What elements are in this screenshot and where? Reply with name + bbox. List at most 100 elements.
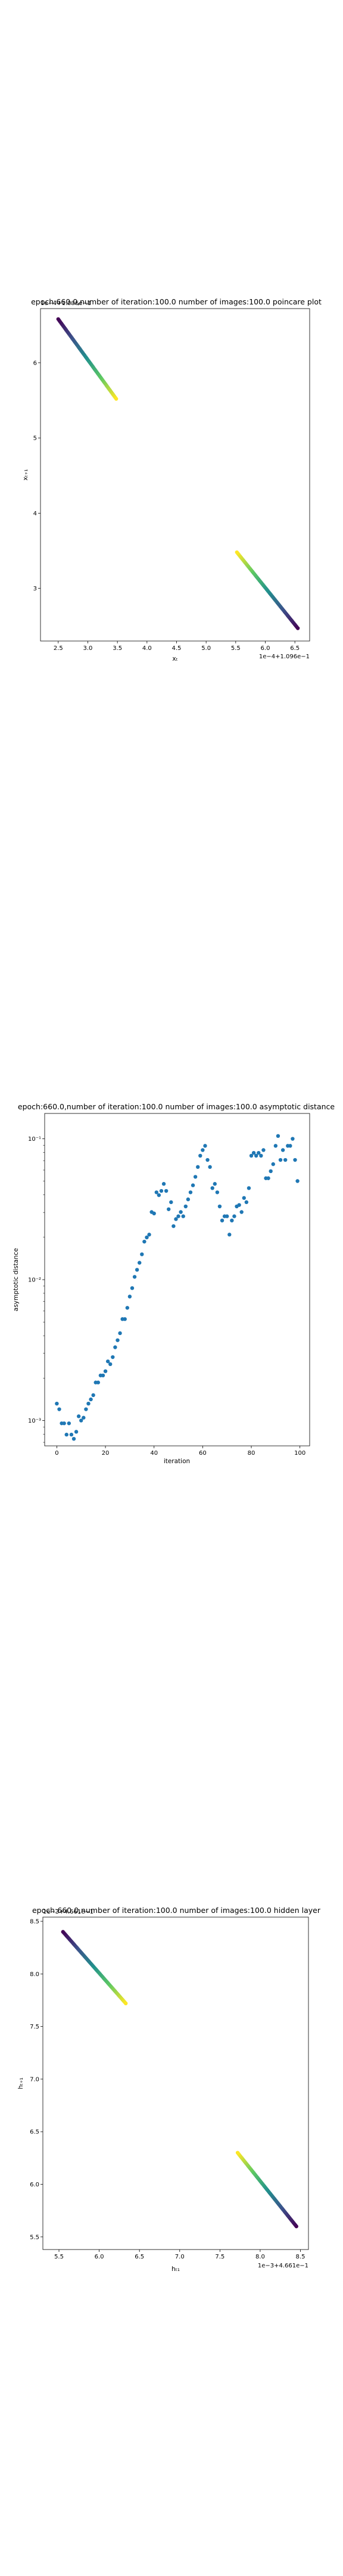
data-point xyxy=(176,1214,180,1218)
x-axis-label: hₜ₁ xyxy=(172,2266,180,2273)
data-point xyxy=(152,1211,156,1216)
data-point xyxy=(69,1432,74,1437)
data-point xyxy=(132,1275,137,1279)
data-point xyxy=(239,1210,244,1214)
x-tick-label: 100 xyxy=(294,1450,305,1457)
data-point xyxy=(288,1144,292,1148)
data-point xyxy=(135,1268,139,1272)
data-point xyxy=(157,1193,161,1197)
data-point xyxy=(220,1218,224,1222)
data-point xyxy=(105,1359,110,1364)
y-axis-label: asymptotic distance xyxy=(13,1248,20,1311)
plot-frame xyxy=(42,1917,309,2250)
x-tick-label: 8.5 xyxy=(296,2254,305,2260)
data-point xyxy=(74,1430,79,1434)
x-tick-label: 8.0 xyxy=(255,2254,265,2260)
data-point xyxy=(244,1200,249,1205)
data-point xyxy=(130,1286,135,1290)
x-axis-label: xₜ xyxy=(172,655,177,662)
data-point xyxy=(269,1169,273,1174)
plot-frame xyxy=(40,308,310,642)
data-point xyxy=(167,1207,171,1211)
data-point xyxy=(230,1218,234,1222)
data-point xyxy=(205,1158,210,1162)
data-point xyxy=(196,1165,200,1169)
data-point xyxy=(179,1210,183,1214)
x-tick-label: 7.5 xyxy=(215,2254,224,2260)
data-point xyxy=(186,1197,191,1202)
x-tick-label: 5.0 xyxy=(201,645,211,652)
x-offset-text: 1e−3+4.661e−1 xyxy=(258,2263,308,2269)
data-point xyxy=(91,1393,95,1398)
axis-ticks: 5.5 6.0 6.5 7.0 7.5 8.0 8.5 5.5 6.0 6.5 7.0 7.5 8.0 8… xyxy=(30,1919,305,2260)
x-tick-label: 4.5 xyxy=(172,645,182,652)
x-tick-label: 80 xyxy=(248,1450,255,1457)
data-point xyxy=(101,1373,105,1377)
data-point xyxy=(247,1186,251,1190)
y-tick-label: 8.0 xyxy=(30,1971,39,1978)
poincare-plot: epoch:660.0,number of iteration:100.0 nu… xyxy=(22,297,322,662)
axis-ticks: 0 20 40 60 80 100 10⁻³ 10⁻² 10⁻¹ xyxy=(28,1136,305,1457)
data-point xyxy=(237,1203,241,1207)
y-tick-label: 6.5 xyxy=(30,2129,39,2136)
x-tick-label: 6.5 xyxy=(290,645,300,652)
x-tick-label: 5.5 xyxy=(54,2254,64,2260)
data-point xyxy=(125,1306,130,1310)
data-point xyxy=(108,1362,113,1367)
data-points xyxy=(61,1930,298,2229)
data-point xyxy=(217,1204,222,1209)
x-tick-label: 6.0 xyxy=(95,2254,104,2260)
data-point xyxy=(174,1217,178,1221)
data-point xyxy=(283,1158,288,1162)
data-point xyxy=(111,1355,115,1359)
data-point xyxy=(235,2151,240,2155)
data-point xyxy=(76,1414,81,1418)
data-point xyxy=(266,1176,270,1180)
data-point xyxy=(203,1144,207,1148)
data-point xyxy=(210,1186,214,1190)
data-point xyxy=(295,1179,300,1183)
data-point xyxy=(140,1252,144,1256)
x-tick-label: 3.5 xyxy=(113,645,122,652)
y-tick-label: 10⁻³ xyxy=(28,1418,41,1424)
data-point xyxy=(86,1401,91,1406)
data-point xyxy=(118,1331,122,1336)
chart-title: epoch:660.0,number of iteration:100.0 nu… xyxy=(31,297,322,306)
data-point xyxy=(242,1196,246,1200)
y-tick-label: 7.0 xyxy=(30,2076,39,2083)
asymptotic-distance-plot: epoch:660.0,number of iteration:100.0 nu… xyxy=(13,1102,335,1465)
data-point xyxy=(193,1175,198,1179)
data-point xyxy=(79,1418,83,1423)
x-axis-label: iteration xyxy=(164,1458,190,1465)
x-tick-label: 4.0 xyxy=(142,645,152,652)
data-point xyxy=(159,1189,164,1193)
x-offset-text: 1e−4+1.096e−1 xyxy=(259,654,310,660)
x-tick-label: 5.5 xyxy=(231,645,241,652)
y-tick-label: 5.5 xyxy=(30,2234,39,2241)
data-point xyxy=(124,2001,128,2005)
data-point xyxy=(251,1151,256,1155)
data-point xyxy=(172,1224,176,1228)
y-tick-label: 3 xyxy=(33,586,37,592)
axis-ticks: 2.5 3.0 3.5 4.0 4.5 5.0 5.5 6.0 6.5 3 4 5 6 xyxy=(33,360,300,652)
data-point xyxy=(147,1233,151,1237)
data-point xyxy=(259,1153,263,1158)
data-point xyxy=(154,1190,158,1194)
chart-title: epoch:660.0,number of iteration:100.0 nu… xyxy=(32,1906,321,1915)
data-point xyxy=(138,1261,142,1265)
data-point xyxy=(161,1182,166,1186)
data-points xyxy=(56,317,300,630)
data-point xyxy=(71,1436,76,1441)
y-tick-label: 6 xyxy=(33,360,37,366)
data-point xyxy=(261,1148,266,1152)
y-tick-label: 8.5 xyxy=(30,1919,39,1925)
data-point xyxy=(145,1235,149,1240)
data-point xyxy=(254,1153,258,1158)
x-tick-label: 7.0 xyxy=(175,2254,185,2260)
data-point xyxy=(114,397,119,401)
chart-title: epoch:660.0,number of iteration:100.0 nu… xyxy=(18,1102,335,1111)
y-tick-label: 6.0 xyxy=(30,2182,39,2188)
data-point xyxy=(188,1190,193,1194)
data-point xyxy=(57,1407,61,1411)
